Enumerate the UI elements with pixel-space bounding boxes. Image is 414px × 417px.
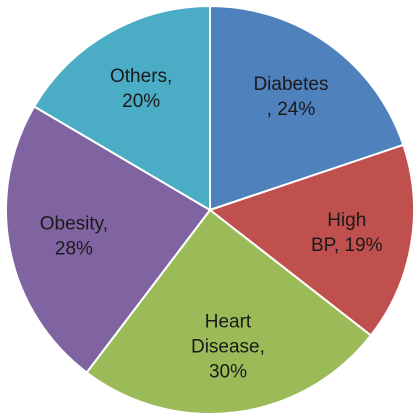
pie-slice [207,143,414,337]
pie-slice [5,105,212,374]
pie-slice [32,4,211,212]
pie-slice [85,208,373,415]
data-label: High [327,210,366,231]
data-label: Obesity, [40,213,108,234]
pie-slice [209,4,405,212]
data-label: 30% [209,362,247,383]
data-label: Heart [205,312,252,333]
data-label: 20% [122,91,160,112]
data-label: , 24% [267,99,316,120]
data-label: BP, 19% [311,235,383,256]
data-label: Disease, [191,337,265,358]
data-label: 28% [55,238,93,259]
data-label: Diabetes [253,74,328,95]
data-label: Others, [110,66,172,87]
